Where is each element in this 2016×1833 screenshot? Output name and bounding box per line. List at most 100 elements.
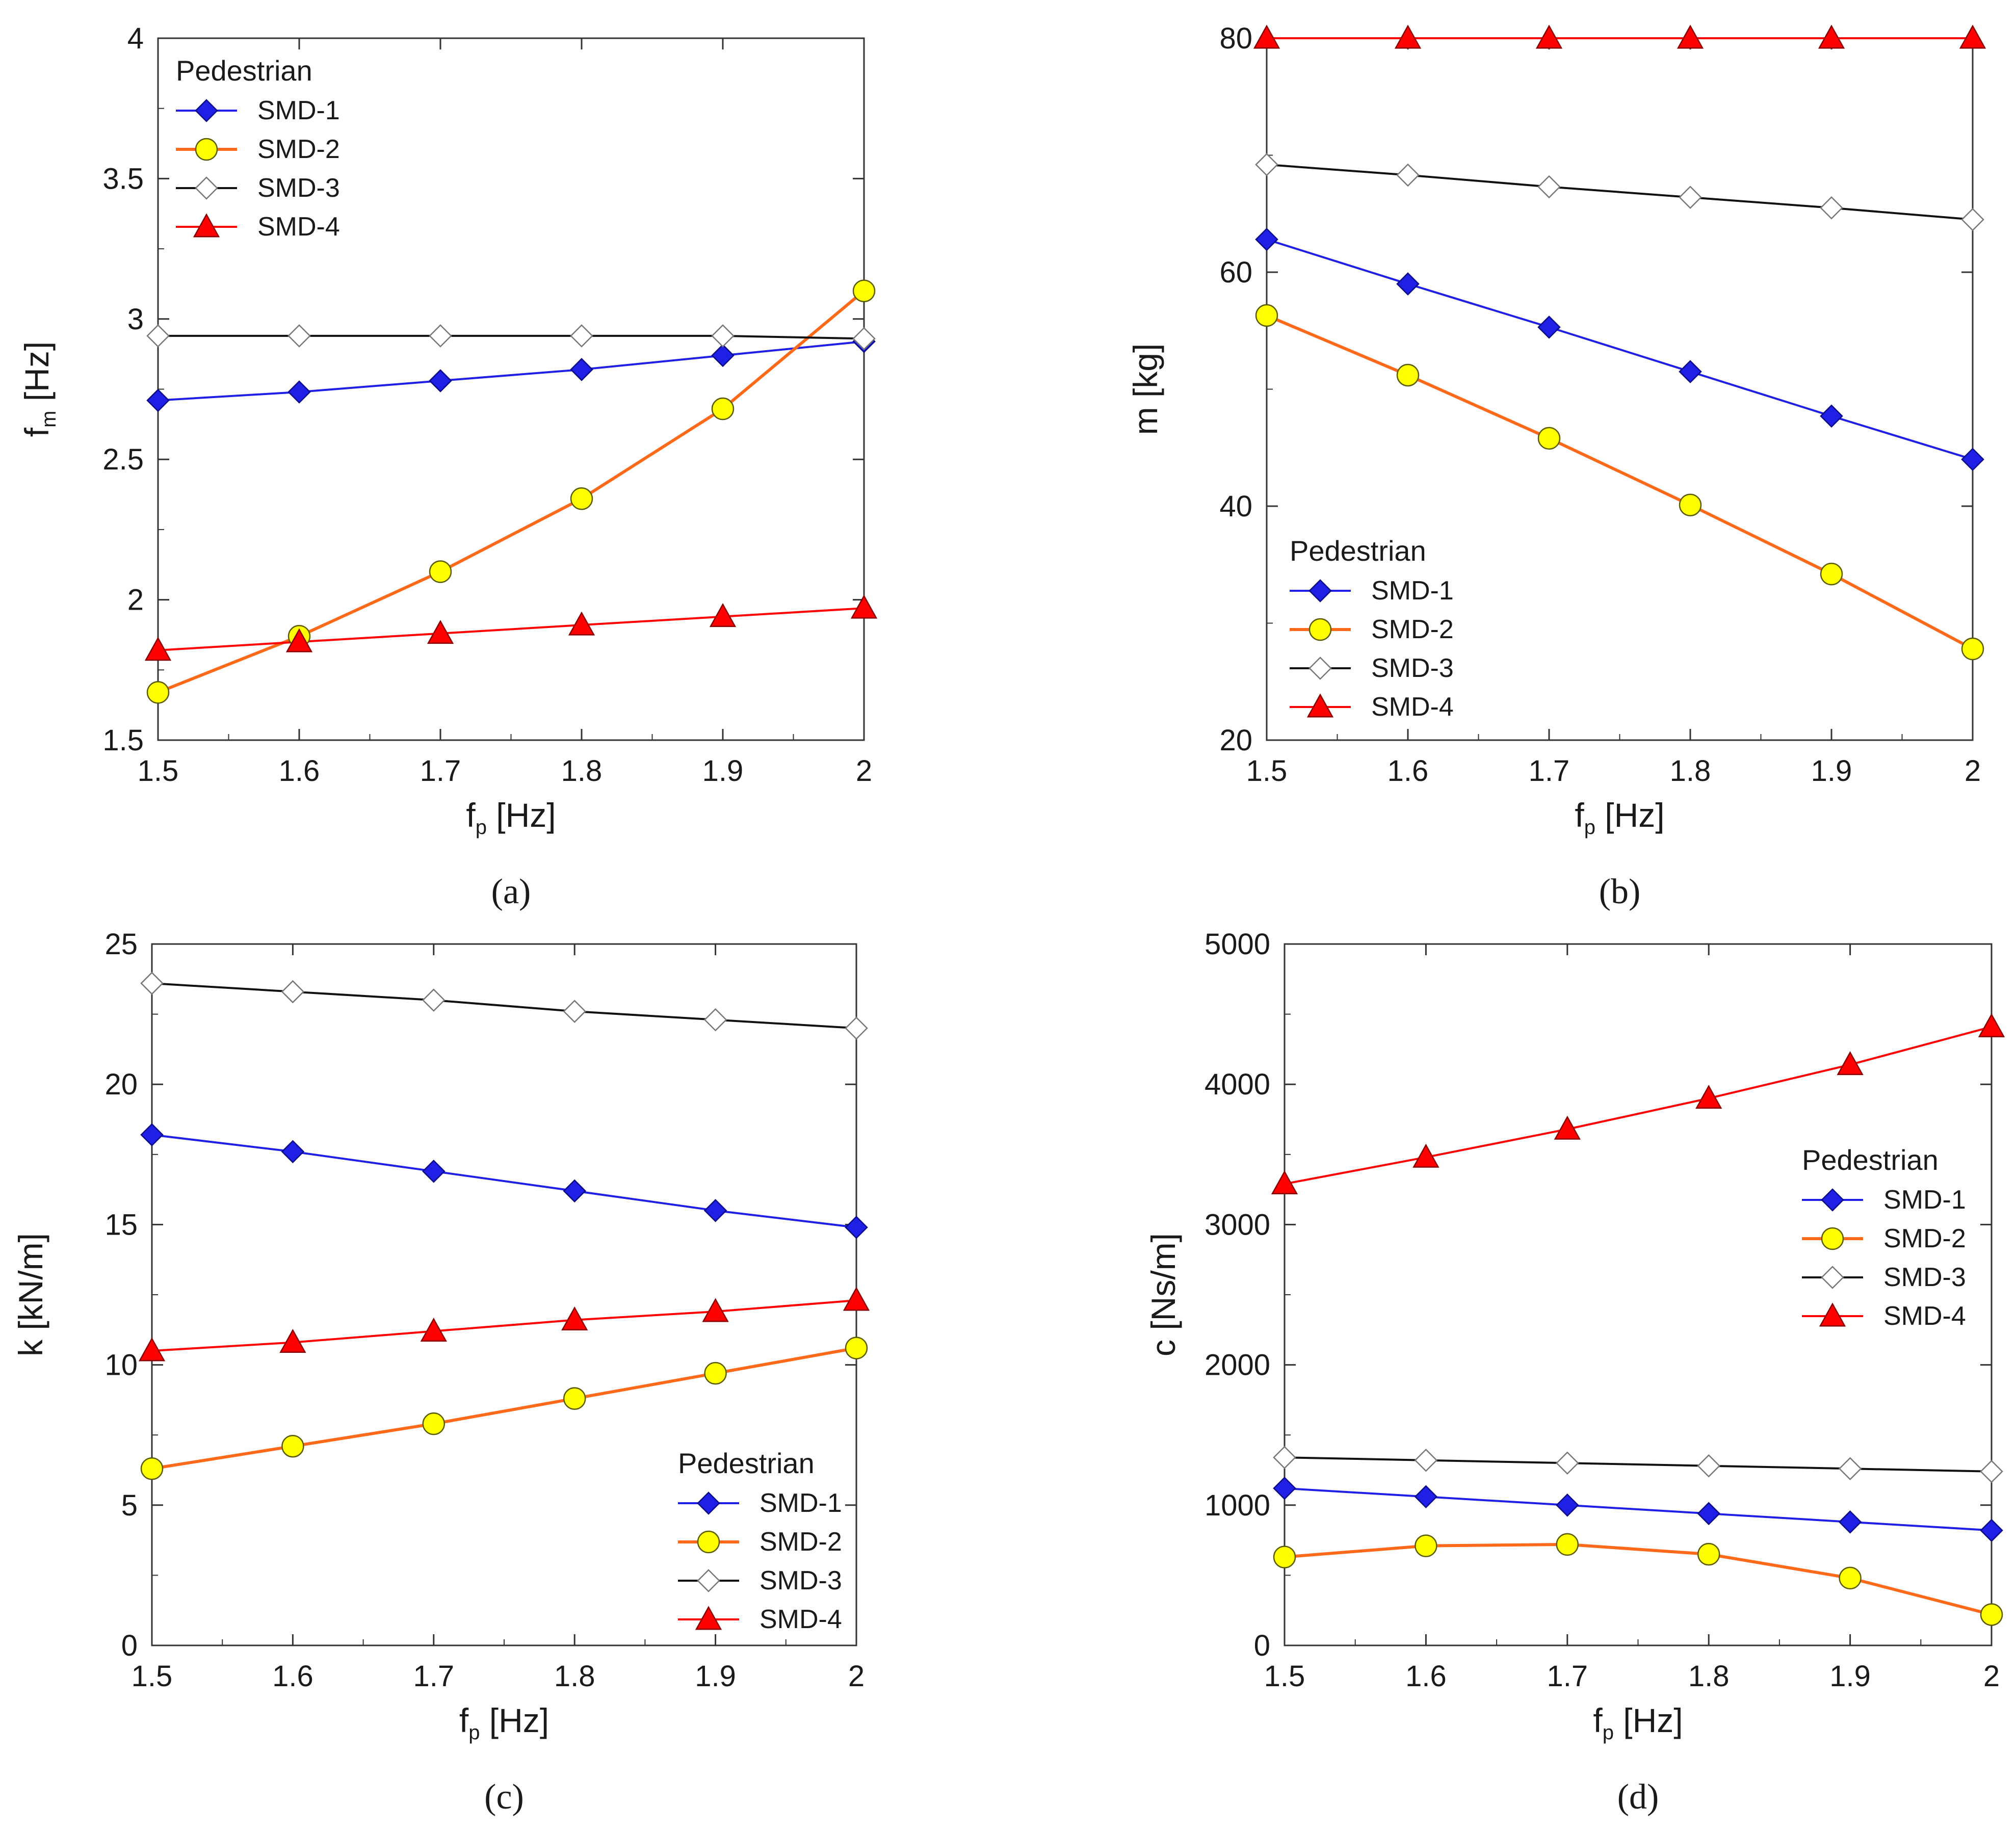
legend: Pedestrian SMD-1 SMD-2 SMD-3 SMD-4 xyxy=(1802,1144,1966,1331)
x-tick-label: 1.7 xyxy=(420,754,461,788)
x-axis-subscript: p xyxy=(468,1721,480,1744)
data-point-smd-1 xyxy=(1697,1502,1720,1526)
legend-label: SMD-1 xyxy=(1371,576,1454,606)
legend-label: SMD-3 xyxy=(1371,653,1454,683)
data-point-smd-4 xyxy=(1394,24,1422,49)
legend-marker xyxy=(695,1606,722,1630)
x-axis-unit: [Hz] xyxy=(480,1701,549,1739)
data-point-smd-3 xyxy=(1537,175,1561,199)
legend-label: SMD-3 xyxy=(1883,1263,1966,1292)
legend-label: SMD-2 xyxy=(1371,615,1454,644)
chart-panel-a: 1.5 1.6 1.7 1.8 1.9 2 1.5 2 2.5 3 3.5 4 fp [Hz] fm [H… xyxy=(18,22,878,911)
data-point-smd-3 xyxy=(1414,1448,1438,1472)
data-point-smd-4 xyxy=(1818,24,1845,49)
series-line-smd-3 xyxy=(151,982,857,1030)
data-point-smd-4 xyxy=(1412,1143,1439,1168)
data-point-smd-2 xyxy=(1255,304,1278,327)
data-point-smd-1 xyxy=(1961,448,1984,471)
legend-label: SMD-4 xyxy=(257,212,340,242)
data-point-smd-3 xyxy=(1838,1457,1862,1481)
plot-frame xyxy=(151,943,857,1646)
data-point-smd-1 xyxy=(703,1199,727,1222)
legend-marker xyxy=(193,213,220,238)
data-point-smd-1 xyxy=(146,388,170,412)
x-tick-label: 1.7 xyxy=(1547,1660,1588,1693)
data-point-smd-1 xyxy=(1980,1518,2003,1542)
panel-label: (d) xyxy=(1617,1777,1659,1817)
data-point-smd-4 xyxy=(144,637,172,661)
y-tick-label: 15 xyxy=(104,1208,138,1241)
data-point-smd-3 xyxy=(1820,196,1843,220)
x-tick-label: 1.5 xyxy=(1246,754,1288,788)
legend-marker xyxy=(1821,1266,1844,1289)
x-axis-title: fp [Hz] xyxy=(459,1701,549,1744)
data-point-smd-3 xyxy=(852,327,876,351)
x-tick-label: 1.8 xyxy=(1670,754,1711,788)
data-point-smd-4 xyxy=(1554,1115,1581,1140)
x-tick-label: 1.7 xyxy=(413,1660,454,1693)
data-point-smd-1 xyxy=(287,380,311,404)
data-point-smd-1 xyxy=(281,1140,305,1164)
data-point-smd-4 xyxy=(1535,24,1563,49)
y-tick-label: 4 xyxy=(127,22,144,55)
legend-label: SMD-2 xyxy=(257,135,340,164)
series-line-smd-4 xyxy=(158,607,865,651)
data-point-smd-3 xyxy=(287,324,311,348)
x-tick-label: 1.5 xyxy=(1264,1660,1305,1693)
legend-marker xyxy=(1821,1188,1844,1212)
data-point-smd-2 xyxy=(845,1337,868,1359)
legend-label: SMD-4 xyxy=(1371,692,1454,722)
data-point-smd-2 xyxy=(1679,493,1702,516)
y-tick-label: 2.5 xyxy=(102,443,144,476)
series-line-smd-3 xyxy=(1284,1456,1992,1473)
x-axis-unit: [Hz] xyxy=(1614,1701,1683,1739)
data-point-smd-4 xyxy=(1677,24,1704,49)
data-point-smd-2 xyxy=(1820,562,1843,586)
x-axis-title: fp [Hz] xyxy=(466,796,556,839)
x-tick-label: 1.7 xyxy=(1529,754,1570,788)
y-tick-label: 40 xyxy=(1219,490,1252,523)
y-axis-subscript: m xyxy=(38,411,60,428)
y-tick-label: 4000 xyxy=(1205,1068,1270,1101)
data-point-smd-2 xyxy=(1415,1534,1437,1557)
y-axis-title: k [kN/m] xyxy=(12,1233,49,1356)
data-point-smd-2 xyxy=(563,1387,586,1410)
y-tick-label: 2 xyxy=(127,584,144,617)
data-point-smd-1 xyxy=(1273,1477,1296,1500)
x-tick-label: 1.6 xyxy=(272,1660,313,1693)
data-point-smd-2 xyxy=(281,1434,304,1458)
series-line-smd-1 xyxy=(1284,1487,1992,1532)
x-tick-label: 1.5 xyxy=(138,754,179,788)
data-point-smd-3 xyxy=(845,1016,868,1040)
data-point-smd-3 xyxy=(1961,207,1984,231)
legend-title: Pedestrian xyxy=(1802,1144,1939,1176)
data-point-smd-2 xyxy=(429,560,452,583)
data-point-smd-4 xyxy=(843,1287,870,1311)
legend-marker xyxy=(195,138,218,161)
x-tick-label: 1.6 xyxy=(1405,1660,1447,1693)
data-point-smd-4 xyxy=(420,1317,447,1342)
data-point-smd-2 xyxy=(1537,427,1561,450)
series-line-smd-2 xyxy=(151,1346,857,1471)
data-point-smd-2 xyxy=(146,681,170,704)
data-point-smd-1 xyxy=(845,1216,868,1239)
data-point-smd-2 xyxy=(704,1361,727,1385)
chart-panel-d: 1.5 1.6 1.7 1.8 1.9 2 0 1000 2000 3000 4000 5000 fp … xyxy=(1144,928,2005,1817)
x-tick-label: 2 xyxy=(1965,754,1981,788)
data-point-smd-1 xyxy=(711,344,735,368)
data-point-smd-3 xyxy=(1679,186,1702,209)
y-tick-label: 3.5 xyxy=(102,162,144,195)
x-tick-label: 1.9 xyxy=(1811,754,1852,788)
legend-label: SMD-3 xyxy=(760,1566,842,1595)
data-point-smd-3 xyxy=(422,988,446,1012)
y-tick-label: 0 xyxy=(1254,1629,1270,1662)
y-tick-label: 3000 xyxy=(1205,1208,1270,1241)
series-line-smd-1 xyxy=(158,340,865,402)
data-point-smd-2 xyxy=(1697,1542,1720,1566)
legend-label: SMD-1 xyxy=(1883,1185,1966,1215)
series-line-smd-4 xyxy=(1284,1026,1992,1185)
legend-label: SMD-4 xyxy=(1883,1301,1966,1331)
data-point-smd-4 xyxy=(850,594,878,619)
series-line-smd-3 xyxy=(1266,163,1973,221)
